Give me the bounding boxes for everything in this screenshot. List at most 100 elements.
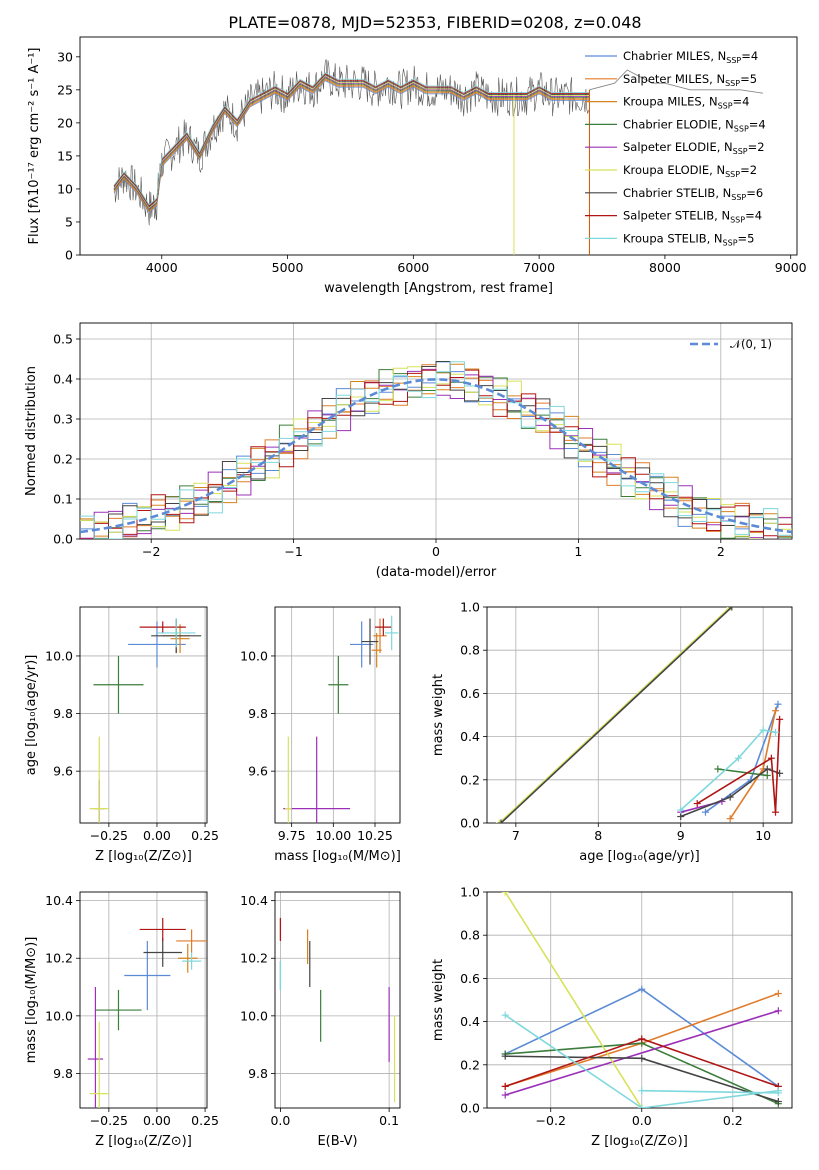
legend-entry: Salpeter STELIB, NSSP=4 — [623, 209, 762, 225]
x-tick-label: −1 — [284, 544, 302, 559]
x-tick-label: 0.25 — [191, 828, 219, 843]
legend-nssp-prefix: , N — [707, 231, 723, 245]
y-axis-label: mass weight — [431, 674, 446, 756]
mass-vs-Z-marks — [87, 917, 207, 1108]
legend-nssp-subscript: SSP — [733, 147, 748, 156]
y-tick-label: 0.1 — [53, 492, 73, 507]
y-tick-label: 9.6 — [248, 764, 268, 779]
y-tick-label: 20 — [57, 115, 73, 130]
model-spectrum-line — [113, 77, 590, 211]
y-tick-label: 10.0 — [45, 648, 73, 663]
legend-series-name: Salpeter STELIB — [623, 209, 714, 223]
weight-line — [680, 768, 780, 818]
x-tick-label: 0.1 — [379, 1113, 399, 1128]
legend-entry: Chabrier ELODIE, NSSP=4 — [623, 117, 766, 133]
legend-nssp-subscript: SSP — [731, 193, 746, 202]
x-tick-label: −0.25 — [90, 1113, 128, 1128]
residual-histogram-step — [80, 364, 792, 539]
x-tick-label: 6000 — [397, 260, 429, 275]
weight-line — [504, 1010, 779, 1096]
x-tick-label: 2 — [717, 544, 725, 559]
x-tick-label: 9 — [677, 828, 685, 843]
y-tick-label: 0.4 — [460, 729, 480, 744]
legend-nssp-value: =4 — [745, 209, 762, 223]
legend-nssp-value: =4 — [749, 117, 766, 131]
x-tick-label: 5000 — [272, 260, 304, 275]
y-tick-label: 0.6 — [460, 971, 480, 986]
x-tick-label: −0.2 — [536, 1113, 566, 1128]
x-tick-label: 1 — [574, 544, 582, 559]
legend-nssp-prefix: , N — [717, 140, 733, 154]
figure-title: PLATE=0878, MJD=52353, FIBERID=0208, z=0… — [228, 13, 641, 32]
model-spectrum-line — [113, 75, 590, 209]
axes-frame — [79, 36, 798, 256]
age-vs-Z-marks — [89, 618, 202, 823]
x-axis-label: (data-model)/error — [376, 565, 497, 580]
x-axis-label: E(B-V) — [317, 1134, 357, 1149]
model-spectrum-line — [113, 80, 590, 214]
mass-vs-ebv-marks — [279, 917, 396, 1103]
y-tick-label: 9.8 — [53, 706, 73, 721]
legend-series-name: Kroupa ELODIE — [623, 163, 709, 177]
y-tick-label: 10.0 — [45, 1008, 73, 1023]
legend-nssp-prefix: , N — [709, 72, 725, 86]
mass-weight-vs-age-marks — [495, 607, 784, 823]
legend-nssp-prefix: , N — [715, 186, 731, 200]
x-tick-label: 8000 — [649, 260, 681, 275]
x-axis-label: age [log₁₀(age/yr)] — [579, 849, 700, 864]
x-axis-label: wavelength [Angstrom, rest frame] — [324, 281, 553, 296]
x-tick-label: 4000 — [146, 260, 178, 275]
axes-frame — [274, 891, 401, 1109]
y-tick-label: 0.2 — [460, 772, 480, 787]
x-tick-label: 0.0 — [632, 1113, 652, 1128]
normal-pdf-curve — [80, 378, 792, 534]
x-axis-label: Z [log₁₀(Z/Z⊙)] — [95, 1134, 192, 1149]
y-axis-label: Flux [fλ10⁻¹⁷ erg cm⁻² s⁻¹ A⁻¹] — [27, 48, 42, 245]
y-tick-label: 10.2 — [240, 951, 268, 966]
legend-series-name: Salpeter ELODIE — [623, 140, 717, 154]
y-tick-label: 9.6 — [53, 764, 73, 779]
x-tick-label: 10.00 — [315, 828, 351, 843]
y-tick-label: 1.0 — [460, 600, 480, 615]
legend-nssp-subscript: SSP — [726, 56, 741, 65]
legend-nssp-subscript: SSP — [730, 216, 745, 225]
legend-entry: Kroupa STELIB, NSSP=5 — [623, 231, 754, 247]
legend-entry: Chabrier MILES, NSSP=4 — [623, 49, 758, 65]
y-tick-label: 0.3 — [53, 412, 73, 427]
model-spectrum-line — [113, 73, 590, 207]
y-tick-label: 9.8 — [248, 706, 268, 721]
legend-nssp-subscript: SSP — [718, 102, 733, 111]
residuals-marks — [80, 361, 792, 539]
legend-nssp-subscript: SSP — [725, 79, 740, 88]
x-axis-label: Z [log₁₀(Z/Z⊙)] — [591, 1134, 688, 1149]
y-tick-label: 10.0 — [240, 1008, 268, 1023]
y-tick-label: 9.8 — [53, 1066, 73, 1081]
y-tick-label: 0.2 — [53, 452, 73, 467]
legend-nssp-subscript: SSP — [734, 124, 749, 133]
x-tick-label: 0 — [432, 544, 440, 559]
y-tick-label: 10.4 — [240, 893, 268, 908]
y-tick-label: 15 — [57, 148, 73, 163]
legend-nssp-subscript: SSP — [725, 170, 740, 179]
axes-frame — [79, 606, 208, 824]
y-tick-label: 0.4 — [53, 372, 73, 387]
y-tick-label: 10.4 — [45, 893, 73, 908]
model-spectrum-line — [113, 74, 590, 208]
legend-nssp-prefix: , N — [718, 117, 734, 131]
legend-series-name: Kroupa STELIB — [623, 231, 707, 245]
x-tick-label: −2 — [142, 544, 160, 559]
weight-line — [504, 1014, 779, 1108]
x-axis-label: Z [log₁₀(Z/Z⊙)] — [95, 849, 192, 864]
legend-nssp-value: =4 — [741, 49, 758, 63]
legend-nssp-prefix: , N — [702, 95, 718, 109]
spectrum-marks — [113, 59, 764, 255]
axes-frame — [274, 606, 401, 824]
model-spectrum-line — [113, 78, 590, 212]
legend-nssp-value: =4 — [733, 95, 750, 109]
y-axis-label: mass [log₁₀(M/M⊙)] — [24, 937, 39, 1064]
model-spectrum-line — [113, 79, 590, 213]
legend-nssp-value: =2 — [748, 140, 765, 154]
x-tick-label: 8 — [594, 828, 602, 843]
legend-nssp-prefix: , N — [709, 163, 725, 177]
